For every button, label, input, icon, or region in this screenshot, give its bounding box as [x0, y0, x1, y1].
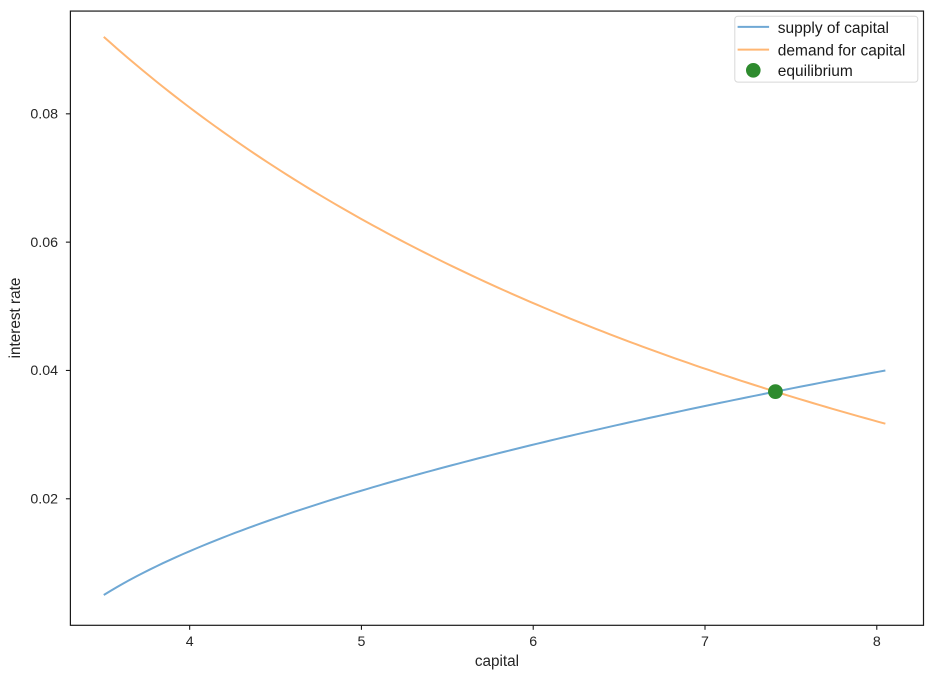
svg-text:demand for capital: demand for capital [778, 43, 906, 60]
svg-text:7: 7 [701, 634, 709, 650]
svg-text:8: 8 [873, 634, 881, 650]
svg-text:capital: capital [475, 653, 519, 670]
svg-text:0.08: 0.08 [30, 107, 58, 123]
svg-text:supply of capital: supply of capital [778, 20, 889, 37]
svg-text:5: 5 [357, 634, 365, 650]
svg-text:4: 4 [186, 634, 194, 650]
svg-text:equilibrium: equilibrium [778, 63, 853, 80]
svg-text:0.06: 0.06 [30, 235, 58, 251]
svg-text:0.02: 0.02 [30, 491, 58, 507]
svg-text:interest rate: interest rate [7, 278, 24, 359]
svg-text:0.04: 0.04 [30, 363, 58, 379]
svg-text:6: 6 [529, 634, 537, 650]
